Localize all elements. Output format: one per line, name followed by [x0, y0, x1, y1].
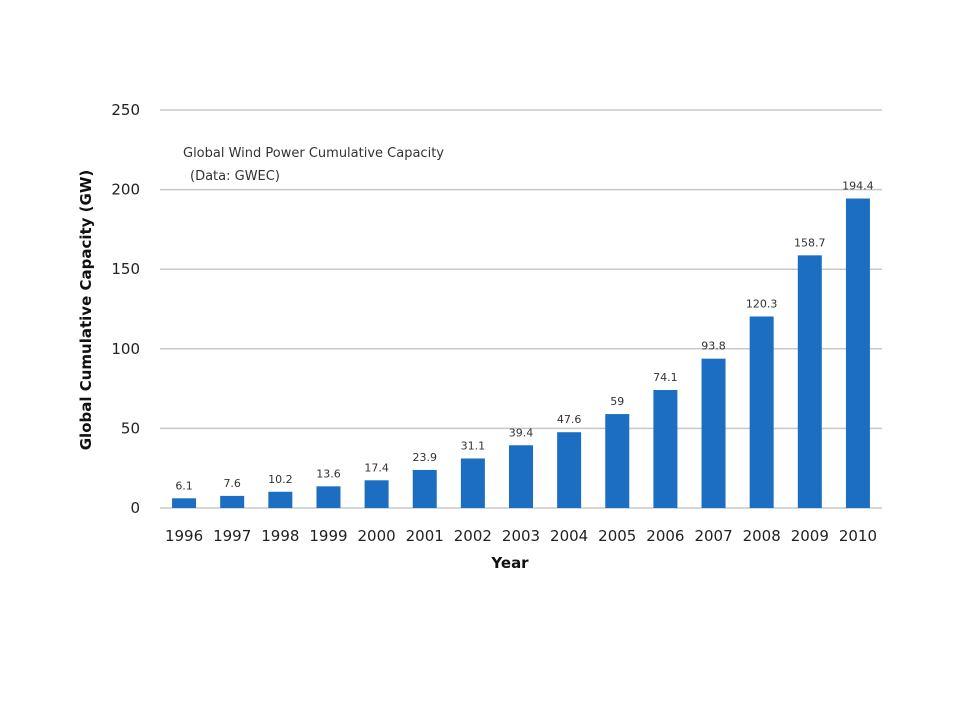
x-tick-label: 2002 [454, 527, 492, 545]
x-tick-label: 1997 [213, 527, 251, 545]
bar-2008 [749, 316, 774, 508]
x-tick-label: 2007 [694, 527, 732, 545]
data-label: 6.1 [175, 479, 193, 492]
x-tick-label: 1998 [261, 527, 299, 545]
x-tick-label: 2001 [406, 527, 444, 545]
chart-subtitle: (Data: GWEC) [190, 169, 280, 184]
bars: 6.1 7.6 10.2 13.6 17.4 23.9 31.1 39.4 47.6 59 74.1… [172, 180, 874, 508]
x-tick-label: 2008 [743, 527, 781, 545]
x-tick-label: 2004 [550, 527, 588, 545]
data-label: 47.6 [557, 413, 582, 426]
data-label: 120.3 [746, 297, 778, 310]
bar-2007 [701, 358, 726, 508]
bar-2009 [797, 255, 822, 508]
bar-2006 [653, 390, 678, 508]
x-tick-label: 1999 [309, 527, 347, 545]
data-label: 93.8 [701, 340, 726, 353]
y-tick-label: 0 [130, 499, 140, 517]
bar-1997 [220, 495, 245, 508]
x-tick-labels: 1996 1997 1998 1999 2000 2001 2002 2003 2004 2005… [165, 527, 877, 545]
bar-1996 [172, 498, 197, 508]
x-tick-label: 1996 [165, 527, 203, 545]
bar-2002 [460, 458, 485, 508]
bar-1999 [316, 486, 341, 508]
bar-2000 [364, 480, 389, 508]
x-tick-label: 2000 [358, 527, 396, 545]
y-axis-label: Global Cumulative Capacity (GW) [77, 170, 95, 451]
bar-2003 [509, 445, 533, 508]
x-axis-label: Year [490, 554, 529, 572]
data-label: 39.4 [509, 426, 534, 439]
y-tick-label: 150 [111, 260, 140, 278]
bar-2004 [557, 432, 582, 508]
x-tick-label: 2003 [502, 527, 540, 545]
data-label: 23.9 [412, 451, 437, 464]
data-label: 31.1 [461, 439, 486, 452]
y-tick-labels: 0 50 100 150 200 250 [111, 101, 140, 517]
data-label: 10.2 [268, 473, 293, 486]
chart-title: Global Wind Power Cumulative Capacity [183, 146, 444, 161]
data-label: 7.6 [223, 477, 241, 490]
bar-2001 [412, 469, 437, 508]
data-label: 74.1 [653, 371, 678, 384]
x-tick-label: 2010 [839, 527, 877, 545]
data-label: 194.4 [842, 180, 874, 193]
bar-2005 [605, 414, 630, 508]
data-label: 17.4 [364, 461, 389, 474]
bar-1998 [268, 491, 293, 508]
bar-2010 [845, 198, 870, 508]
y-tick-label: 100 [111, 340, 140, 358]
y-tick-label: 200 [111, 181, 140, 199]
data-label: 13.6 [316, 467, 341, 480]
y-tick-label: 50 [121, 419, 140, 437]
x-tick-label: 2006 [646, 527, 684, 545]
x-tick-label: 2005 [598, 527, 636, 545]
data-label: 158.7 [794, 236, 826, 249]
data-label: 59 [610, 395, 624, 408]
x-tick-label: 2009 [791, 527, 829, 545]
y-tick-label: 250 [111, 101, 140, 119]
